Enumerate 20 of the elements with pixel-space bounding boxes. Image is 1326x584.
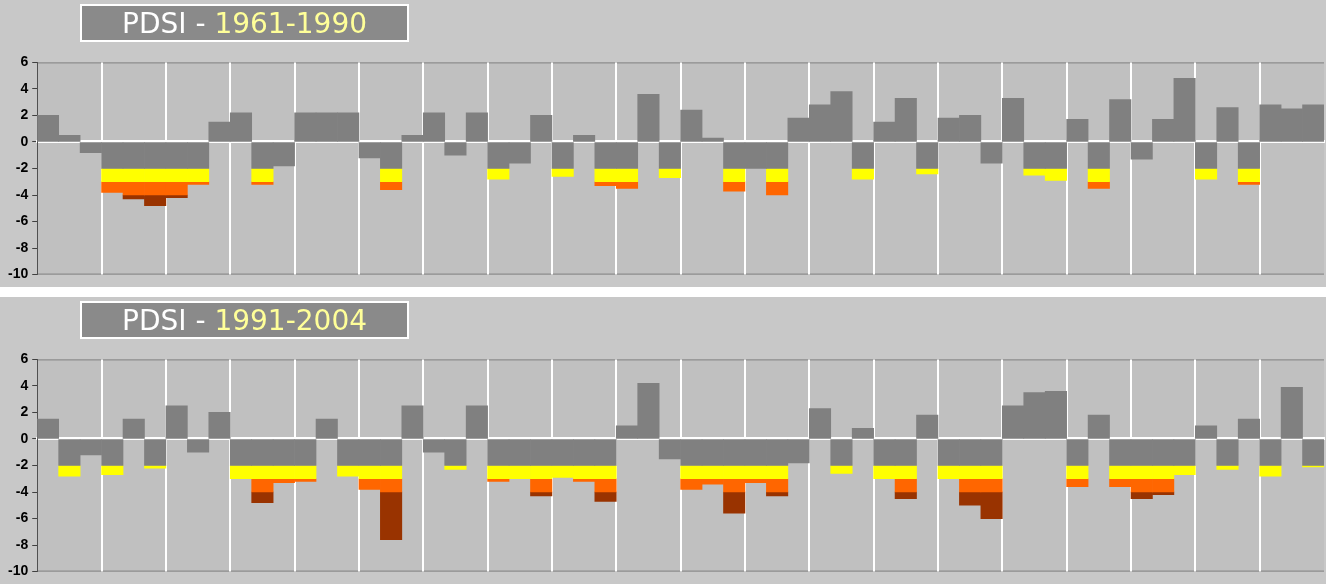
y-tick-label: -2: [15, 159, 29, 176]
y-tick-label: -6: [15, 509, 29, 526]
y-tick-label: -10: [8, 562, 29, 579]
y-tick-label: 0: [20, 132, 29, 149]
chart-title: PDSI - 1961-1990: [122, 6, 368, 40]
y-tick-label: 2: [20, 403, 29, 420]
y-tick-label: 6: [20, 350, 29, 367]
y-tick-label: 6: [20, 53, 29, 70]
y-tick-label: -8: [15, 535, 29, 552]
y-tick-label: -2: [15, 456, 29, 473]
y-tick-label: -8: [15, 238, 29, 255]
y-tick-label: -4: [15, 482, 29, 499]
y-tick-label: -6: [15, 212, 29, 229]
chart-title: PDSI - 1991-2004: [122, 303, 368, 337]
y-tick-label: 2: [20, 106, 29, 123]
y-tick-label: -4: [15, 185, 29, 202]
y-tick-label: -10: [8, 265, 29, 282]
y-tick-label: 4: [20, 79, 29, 96]
y-tick-label: 0: [20, 429, 29, 446]
y-tick-label: 4: [20, 376, 29, 393]
